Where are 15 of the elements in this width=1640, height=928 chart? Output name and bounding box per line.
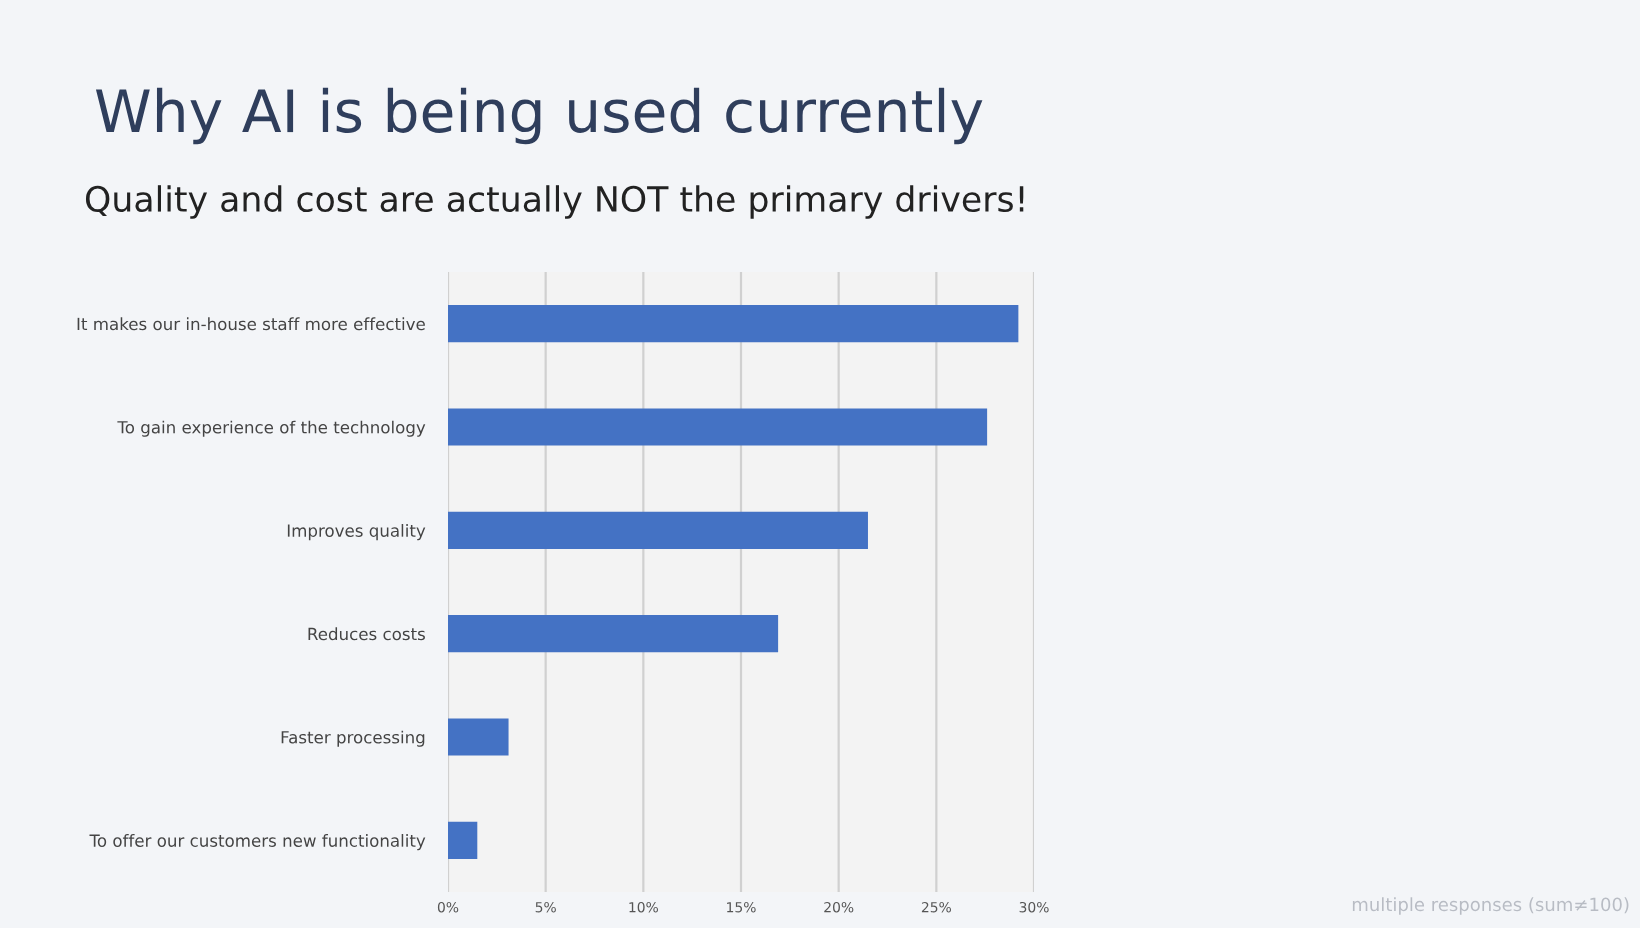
- bar: [448, 615, 779, 653]
- y-tick-label: It makes our in-house staff more effective: [77, 317, 425, 331]
- bar: [448, 821, 478, 859]
- y-tick-label: Reduces costs: [308, 627, 425, 641]
- y-tick-label: Improves quality: [287, 524, 426, 541]
- bar: [448, 408, 988, 446]
- bar: [448, 718, 509, 756]
- y-tick-label: To gain experience of the technology: [117, 420, 426, 437]
- chart-subtitle: Quality and cost are actually NOT the primary drivers!: [85, 185, 1024, 219]
- chart-title: Why AI is being used currently: [95, 87, 983, 145]
- bar: [448, 511, 868, 549]
- y-tick-label: Faster processing: [281, 730, 425, 747]
- text: multiple responses (sum≠100): [1352, 897, 1629, 915]
- bar: [448, 305, 1019, 343]
- y-tick-label: To offer our customers new functionality: [89, 834, 426, 851]
